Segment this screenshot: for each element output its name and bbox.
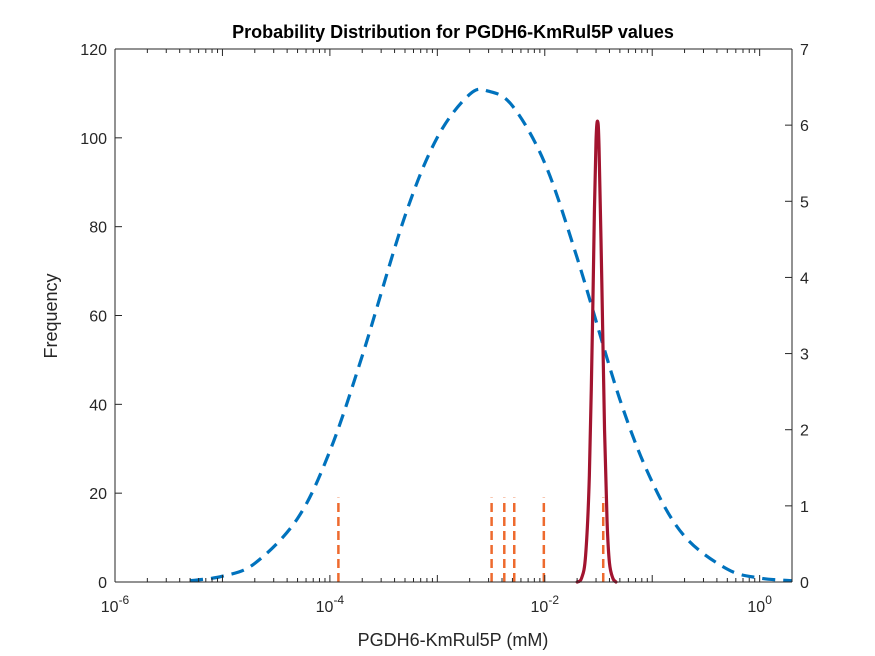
y-left-tick-label: 120	[80, 42, 107, 59]
posterior-distribution-line	[575, 119, 618, 584]
plot-area	[115, 49, 792, 582]
x-axis-label: PGDH6-KmRul5P (mM)	[358, 630, 549, 650]
y-left-tick-label: 40	[89, 397, 107, 414]
y-left-tick-label: 0	[98, 575, 107, 592]
x-tick-label: 100	[747, 593, 772, 616]
fitted-distribution-line	[189, 87, 793, 583]
chart-title: Probability Distribution for PGDH6-KmRul…	[232, 22, 674, 42]
y-left-tick-label: 60	[89, 309, 107, 326]
y-right-tick-label: 5	[800, 194, 809, 211]
y-right-tick-label: 6	[800, 118, 809, 135]
y-right-tick-label: 1	[800, 499, 809, 516]
y-right-tick-label: 2	[800, 423, 809, 440]
x-tick-label: 10-6	[101, 593, 130, 616]
y-right-tick-label: 3	[800, 347, 809, 364]
ticks-layer: 10-6 10-4 10-2 100 0 20 40 60 80 100 120 0 1 2 3 4 5 6 7	[80, 42, 809, 616]
x-tick-label: 10-4	[316, 593, 345, 616]
y-axis-label: Frequency	[41, 273, 61, 358]
y-left-tick-label: 80	[89, 220, 107, 237]
y-left-tick-label: 20	[89, 486, 107, 503]
x-tick-label: 10-2	[531, 593, 560, 616]
y-left-tick-label: 100	[80, 131, 107, 148]
y-right-tick-label: 0	[800, 575, 809, 592]
series-layer	[189, 87, 793, 584]
y-right-tick-label: 7	[800, 42, 809, 59]
y-right-tick-label: 4	[800, 270, 809, 287]
